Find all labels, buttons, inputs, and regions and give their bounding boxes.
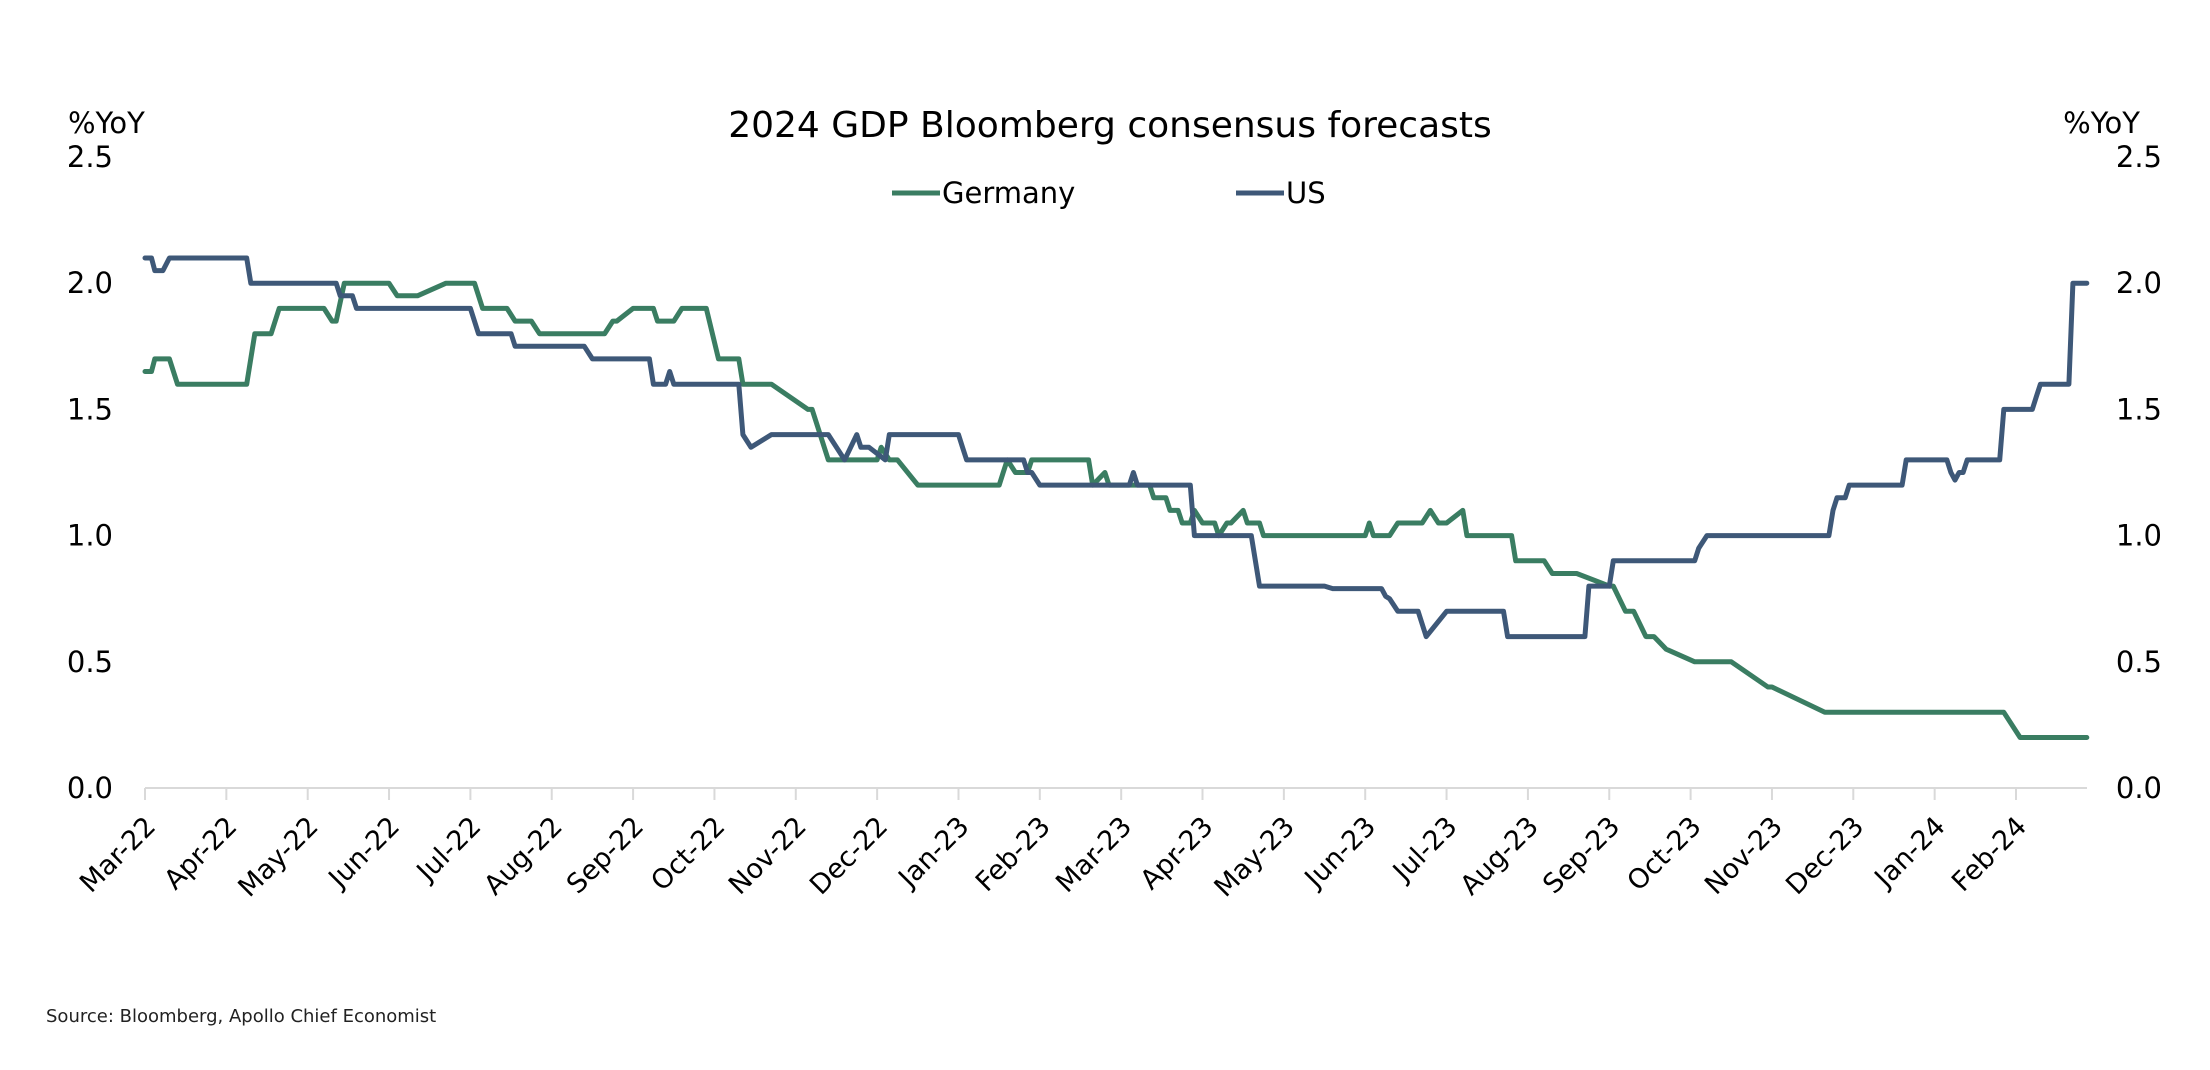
series-lines bbox=[142, 255, 2090, 740]
x-tick-label: Feb-23 bbox=[970, 811, 1057, 898]
legend-us-label: US bbox=[1286, 176, 1326, 210]
x-tick-label: Sep-22 bbox=[561, 811, 650, 900]
legend-germany-label: Germany bbox=[942, 176, 1075, 210]
x-tick-label: May-22 bbox=[232, 811, 324, 903]
source-note: Source: Bloomberg, Apollo Chief Economis… bbox=[46, 1006, 436, 1027]
x-tick-label: Jul-22 bbox=[410, 811, 488, 889]
x-tick-label: Mar-22 bbox=[74, 811, 162, 899]
x-tick-label: Jul-23 bbox=[1386, 811, 1464, 889]
y-axis-label-right: %YoY bbox=[2063, 106, 2140, 140]
y-ticks-left: 0.0 0.5 1.0 1.5 2.0 2.5 bbox=[67, 140, 113, 805]
x-tick-label: Aug-23 bbox=[1454, 811, 1544, 901]
y-tick-right-label: 0.5 bbox=[2116, 645, 2162, 679]
x-tick-label: Apr-22 bbox=[158, 811, 243, 896]
legend: Germany US bbox=[892, 176, 1326, 210]
y-tick-left-label: 1.5 bbox=[67, 392, 113, 426]
x-tick-label: Dec-23 bbox=[1780, 811, 1870, 901]
y-tick-right-label: 0.0 bbox=[2116, 771, 2162, 805]
chart-title: 2024 GDP Bloomberg consensus forecasts bbox=[728, 105, 1492, 146]
x-tick-label: Mar-23 bbox=[1050, 811, 1138, 899]
series-line-us bbox=[142, 255, 2090, 640]
series-line-germany bbox=[142, 280, 2090, 740]
x-tick-label: Dec-22 bbox=[804, 811, 894, 901]
y-tick-left-label: 0.0 bbox=[67, 771, 113, 805]
y-tick-right-label: 1.5 bbox=[2116, 392, 2162, 426]
y-tick-left-label: 1.0 bbox=[67, 519, 113, 553]
y-tick-left-label: 0.5 bbox=[67, 645, 113, 679]
y-tick-right-label: 1.0 bbox=[2116, 519, 2162, 553]
x-tick-label: Oct-22 bbox=[645, 811, 731, 897]
y-tick-left-label: 2.5 bbox=[67, 140, 113, 174]
x-tick-label: Apr-23 bbox=[1135, 811, 1220, 896]
x-tick-label: Nov-22 bbox=[723, 811, 813, 901]
x-tick-label: Jun-22 bbox=[322, 811, 406, 895]
x-tick-label: Jun-23 bbox=[1298, 811, 1382, 895]
y-tick-right-label: 2.0 bbox=[2116, 266, 2162, 300]
y-tick-left-label: 2.0 bbox=[67, 266, 113, 300]
x-tick-label: Oct-23 bbox=[1621, 811, 1707, 897]
x-tick-label: Jan-23 bbox=[891, 811, 975, 895]
y-tick-right-label: 2.5 bbox=[2116, 140, 2162, 174]
x-tick-label: Nov-23 bbox=[1699, 811, 1789, 901]
x-tick-label: Sep-23 bbox=[1537, 811, 1626, 900]
y-axis-label-left: %YoY bbox=[68, 106, 145, 140]
x-tick-label: Aug-22 bbox=[478, 811, 568, 901]
x-tick-label: Jan-24 bbox=[1868, 811, 1952, 895]
y-ticks-right: 0.0 0.5 1.0 1.5 2.0 2.5 bbox=[2116, 140, 2162, 805]
x-tick-label: Feb-24 bbox=[1946, 811, 2033, 898]
x-tick-label: May-23 bbox=[1209, 811, 1301, 903]
